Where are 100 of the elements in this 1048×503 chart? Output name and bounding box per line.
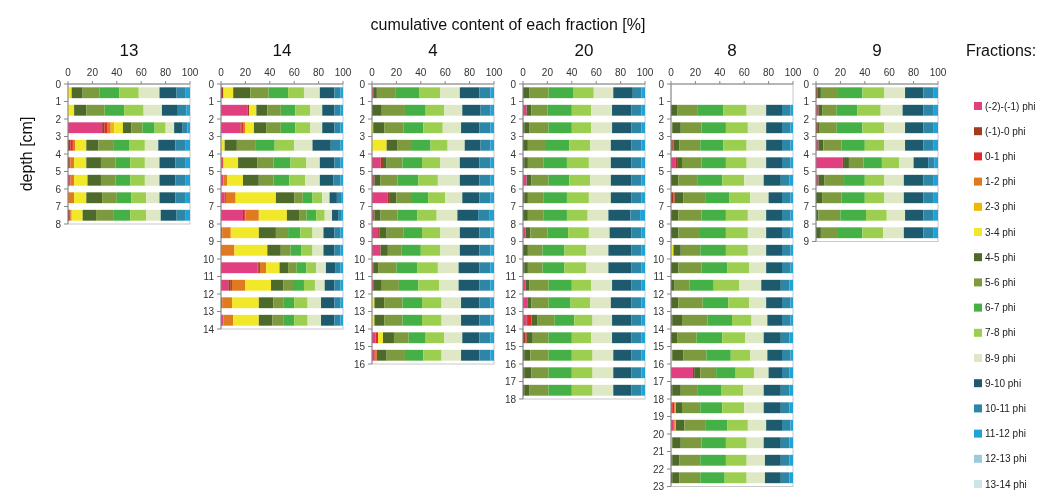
x-tick-label: 0 xyxy=(520,67,527,78)
x-tick-label: 100 xyxy=(929,67,947,78)
y-tick-label: 2 xyxy=(55,113,62,125)
y-tick-label: 6 xyxy=(658,183,665,195)
x-tick-label: 80 xyxy=(763,67,775,78)
y-tick-label: 21 xyxy=(652,446,665,457)
y-tick-label: 3 xyxy=(803,131,810,142)
y-tick-label: 13 xyxy=(652,306,665,317)
y-tick-label: 1 xyxy=(55,96,62,107)
y-tick-label: 7 xyxy=(803,201,810,212)
y-tick-label: 7 xyxy=(208,201,215,212)
y-tick-label: 4 xyxy=(510,148,517,160)
legend-label: 7-8 phi xyxy=(985,327,1016,339)
y-tick-label: 7 xyxy=(510,201,517,212)
y-tick-label: 4 xyxy=(658,148,665,160)
y-tick-label: 14 xyxy=(353,323,366,335)
chart-title: 20 xyxy=(574,41,594,60)
y-tick-label: 0 xyxy=(658,78,665,90)
y-tick-label: 14 xyxy=(504,323,517,335)
y-tick-label: 7 xyxy=(359,201,366,212)
y-tick-label: 22 xyxy=(652,463,665,475)
y-tick-label: 1 xyxy=(208,96,215,107)
x-tick-label: 60 xyxy=(288,67,301,78)
y-tick-label: 1 xyxy=(510,96,517,107)
x-tick-label: 20 xyxy=(390,67,403,78)
chart-title: 4 xyxy=(428,41,438,60)
x-tick-label: 20 xyxy=(834,67,847,78)
y-tick-label: 5 xyxy=(510,166,517,177)
legend-label: (-1)-0 phi xyxy=(985,125,1026,137)
y-tick-label: 11 xyxy=(203,271,215,282)
y-tick-label: 9 xyxy=(803,236,810,247)
x-tick-label: 80 xyxy=(464,67,476,78)
y-tick-label: 6 xyxy=(359,183,366,195)
x-tick-label: 0 xyxy=(813,67,820,78)
y-tick-label: 6 xyxy=(510,183,517,195)
x-tick-label: 40 xyxy=(714,67,726,78)
x-tick-label: 60 xyxy=(738,67,751,78)
y-tick-label: 8 xyxy=(803,218,810,230)
y-tick-label: 0 xyxy=(510,78,517,90)
text: cumulative content of each fraction [%] xyxy=(370,16,646,33)
y-tick-label: 14 xyxy=(202,323,215,335)
y-tick-label: 12 xyxy=(504,288,517,300)
y-tick-label: 2 xyxy=(658,113,665,125)
x-tick-label: 80 xyxy=(160,67,172,78)
y-tick-label: 12 xyxy=(202,288,215,300)
legend-label: 9-10 phi xyxy=(985,377,1022,389)
x-tick-label: 0 xyxy=(218,67,225,78)
y-tick-label: 7 xyxy=(658,201,665,212)
y-tick-label: 9 xyxy=(359,236,366,247)
y-tick-label: 15 xyxy=(353,341,366,352)
y-tick-label: 13 xyxy=(353,306,366,317)
legend-label: 11-12 phi xyxy=(985,428,1026,440)
x-tick-label: 80 xyxy=(313,67,325,78)
y-tick-label: 15 xyxy=(652,341,665,352)
y-tick-label: 3 xyxy=(55,131,62,142)
legend-label: 6-7 phi xyxy=(985,302,1016,314)
y-tick-label: 10 xyxy=(652,253,665,265)
y-tick-label: 17 xyxy=(504,376,517,387)
x-tick-label: 100 xyxy=(334,67,352,78)
legend-title: Fractions: xyxy=(966,42,1037,59)
y-tick-label: 14 xyxy=(652,323,665,335)
y-tick-label: 6 xyxy=(55,183,62,195)
y-tick-label: 8 xyxy=(359,218,366,230)
y-tick-label: 16 xyxy=(652,358,665,370)
x-tick-label: 100 xyxy=(784,67,802,78)
y-tick-label: 2 xyxy=(359,113,366,125)
y-tick-label: 11 xyxy=(505,271,517,282)
x-tick-label: 40 xyxy=(415,67,427,78)
legend-label: 5-6 phi xyxy=(985,276,1016,288)
y-tick-label: 5 xyxy=(658,166,665,177)
y-tick-label: 10 xyxy=(504,253,517,265)
y-tick-label: 8 xyxy=(55,218,62,230)
x-tick-label: 20 xyxy=(689,67,702,78)
y-tick-label: 3 xyxy=(658,131,665,142)
y-tick-label: 17 xyxy=(652,376,665,387)
x-tick-label: 20 xyxy=(541,67,554,78)
y-tick-label: 0 xyxy=(55,78,62,90)
y-tick-label: 13 xyxy=(202,306,215,317)
y-tick-label: 13 xyxy=(504,306,517,317)
y-tick-label: 4 xyxy=(803,148,810,160)
y-tick-label: 8 xyxy=(510,218,517,230)
y-tick-label: 8 xyxy=(658,218,665,230)
x-tick-label: 0 xyxy=(668,67,675,78)
y-tick-label: 8 xyxy=(208,218,215,230)
y-axis-title: depth [cm] xyxy=(18,116,35,192)
y-tick-label: 1 xyxy=(658,96,665,107)
legend-label: 1-2 phi xyxy=(985,176,1016,188)
y-tick-label: 6 xyxy=(208,183,215,195)
y-tick-label: 3 xyxy=(359,131,366,142)
y-tick-label: 18 xyxy=(504,393,517,405)
y-tick-label: 11 xyxy=(653,271,665,282)
y-tick-label: 20 xyxy=(652,428,665,440)
x-tick-label: 0 xyxy=(65,67,72,78)
x-tick-label: 40 xyxy=(111,67,123,78)
y-tick-label: 3 xyxy=(208,131,215,142)
x-tick-label: 80 xyxy=(908,67,920,78)
legend-label: 8-9 phi xyxy=(985,352,1016,364)
x-tick-label: 40 xyxy=(264,67,276,78)
y-tick-label: 2 xyxy=(510,113,517,125)
y-tick-label: 16 xyxy=(353,358,366,370)
